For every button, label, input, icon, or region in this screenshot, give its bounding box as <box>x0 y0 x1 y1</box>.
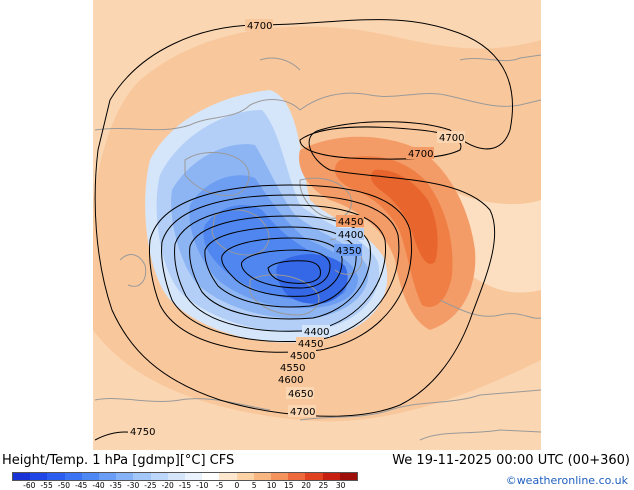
contour-label: 4450 <box>298 339 323 350</box>
color-scale-segment <box>253 473 272 480</box>
color-scale-tick-label: 10 <box>266 481 277 490</box>
site-credit-link[interactable]: ©weatheronline.co.uk <box>505 474 628 487</box>
temperature-field <box>93 0 541 450</box>
color-scale-segment <box>219 473 237 480</box>
map-footer: Height/Temp. 1 hPa [gdmp][°C] CFS We 19-… <box>0 450 634 490</box>
color-scale-segment <box>185 473 203 480</box>
contour-label: 4700 <box>247 21 272 32</box>
contour-label: 4700 <box>439 133 464 144</box>
weather-map: 4700 4700 4700 4450 4400 4350 4400 4450 … <box>93 0 542 450</box>
color-scale-tick-label: -50 <box>57 481 71 490</box>
color-scale-tick-label: -40 <box>92 481 105 490</box>
height-contours <box>94 19 513 441</box>
color-scale-tick-label: -35 <box>109 481 122 490</box>
contour-label: 4700 <box>290 407 315 418</box>
color-scale-tick-label: -5 <box>215 481 224 490</box>
color-scale-segment <box>30 473 48 480</box>
contour-label: 4750 <box>130 427 155 438</box>
color-scale-segment <box>47 473 65 480</box>
color-scale-segment <box>339 473 358 480</box>
forecast-datetime: We 19-11-2025 00:00 UTC (00+360) <box>392 453 630 468</box>
color-scale-segment <box>81 473 100 480</box>
color-scale-tick-label: -45 <box>75 481 88 490</box>
color-scale-segment <box>271 473 289 480</box>
coastlines <box>94 54 542 441</box>
color-scale-segment <box>64 473 82 480</box>
color-scale-tick-label: 20 <box>301 481 311 490</box>
color-scale-tick-label: -20 <box>161 481 174 490</box>
contour-label: 4400 <box>304 327 329 338</box>
contour-label: 4650 <box>288 389 313 400</box>
color-scale-tick-label: -15 <box>178 481 192 490</box>
color-scale-segment <box>202 473 220 480</box>
color-scale-segment <box>150 473 168 480</box>
contour-label: 4450 <box>338 217 363 228</box>
map-title: Height/Temp. 1 hPa [gdmp][°C] CFS <box>2 453 235 468</box>
color-scale-tick-label: -55 <box>40 481 53 490</box>
color-scale-segment <box>99 473 117 480</box>
color-scale-segment <box>133 473 151 480</box>
color-scale-tick-label: 25 <box>318 481 329 490</box>
contour-label: 4550 <box>280 363 305 374</box>
contour-labels: 4700 4700 4700 4450 4400 4350 4400 4450 … <box>128 19 465 438</box>
color-scale-segment <box>288 473 306 480</box>
contour-label: 4500 <box>290 351 315 362</box>
color-scale-segment <box>305 473 323 480</box>
contour-label: 4700 <box>408 149 433 160</box>
color-scale-segment <box>13 473 31 480</box>
color-scale-tick-label: 5 <box>251 481 257 490</box>
color-scale-segment <box>116 473 134 480</box>
color-scale-tick-label: 15 <box>284 481 294 490</box>
color-scale-legend <box>12 472 358 481</box>
color-scale-segment <box>322 473 340 480</box>
color-scale-tick-label: 0 <box>234 481 240 490</box>
contour-label: 4600 <box>278 375 303 386</box>
color-scale-tick-label: -10 <box>196 481 209 490</box>
color-scale-segment <box>236 473 254 480</box>
color-scale-ticks: -60 -55 -50 -45 -40 -35 -30 -25 -20 -15 -10 -5 0 5 10 1… <box>12 481 358 490</box>
contour-label: 4350 <box>336 246 361 257</box>
color-scale-tick-label: -25 <box>144 481 157 490</box>
color-scale-segment <box>167 473 186 480</box>
color-scale-tick-label: 30 <box>335 481 346 490</box>
color-scale-tick-label: -30 <box>126 481 140 490</box>
contour-label: 4400 <box>338 230 363 241</box>
color-scale-tick-label: -60 <box>23 481 36 490</box>
